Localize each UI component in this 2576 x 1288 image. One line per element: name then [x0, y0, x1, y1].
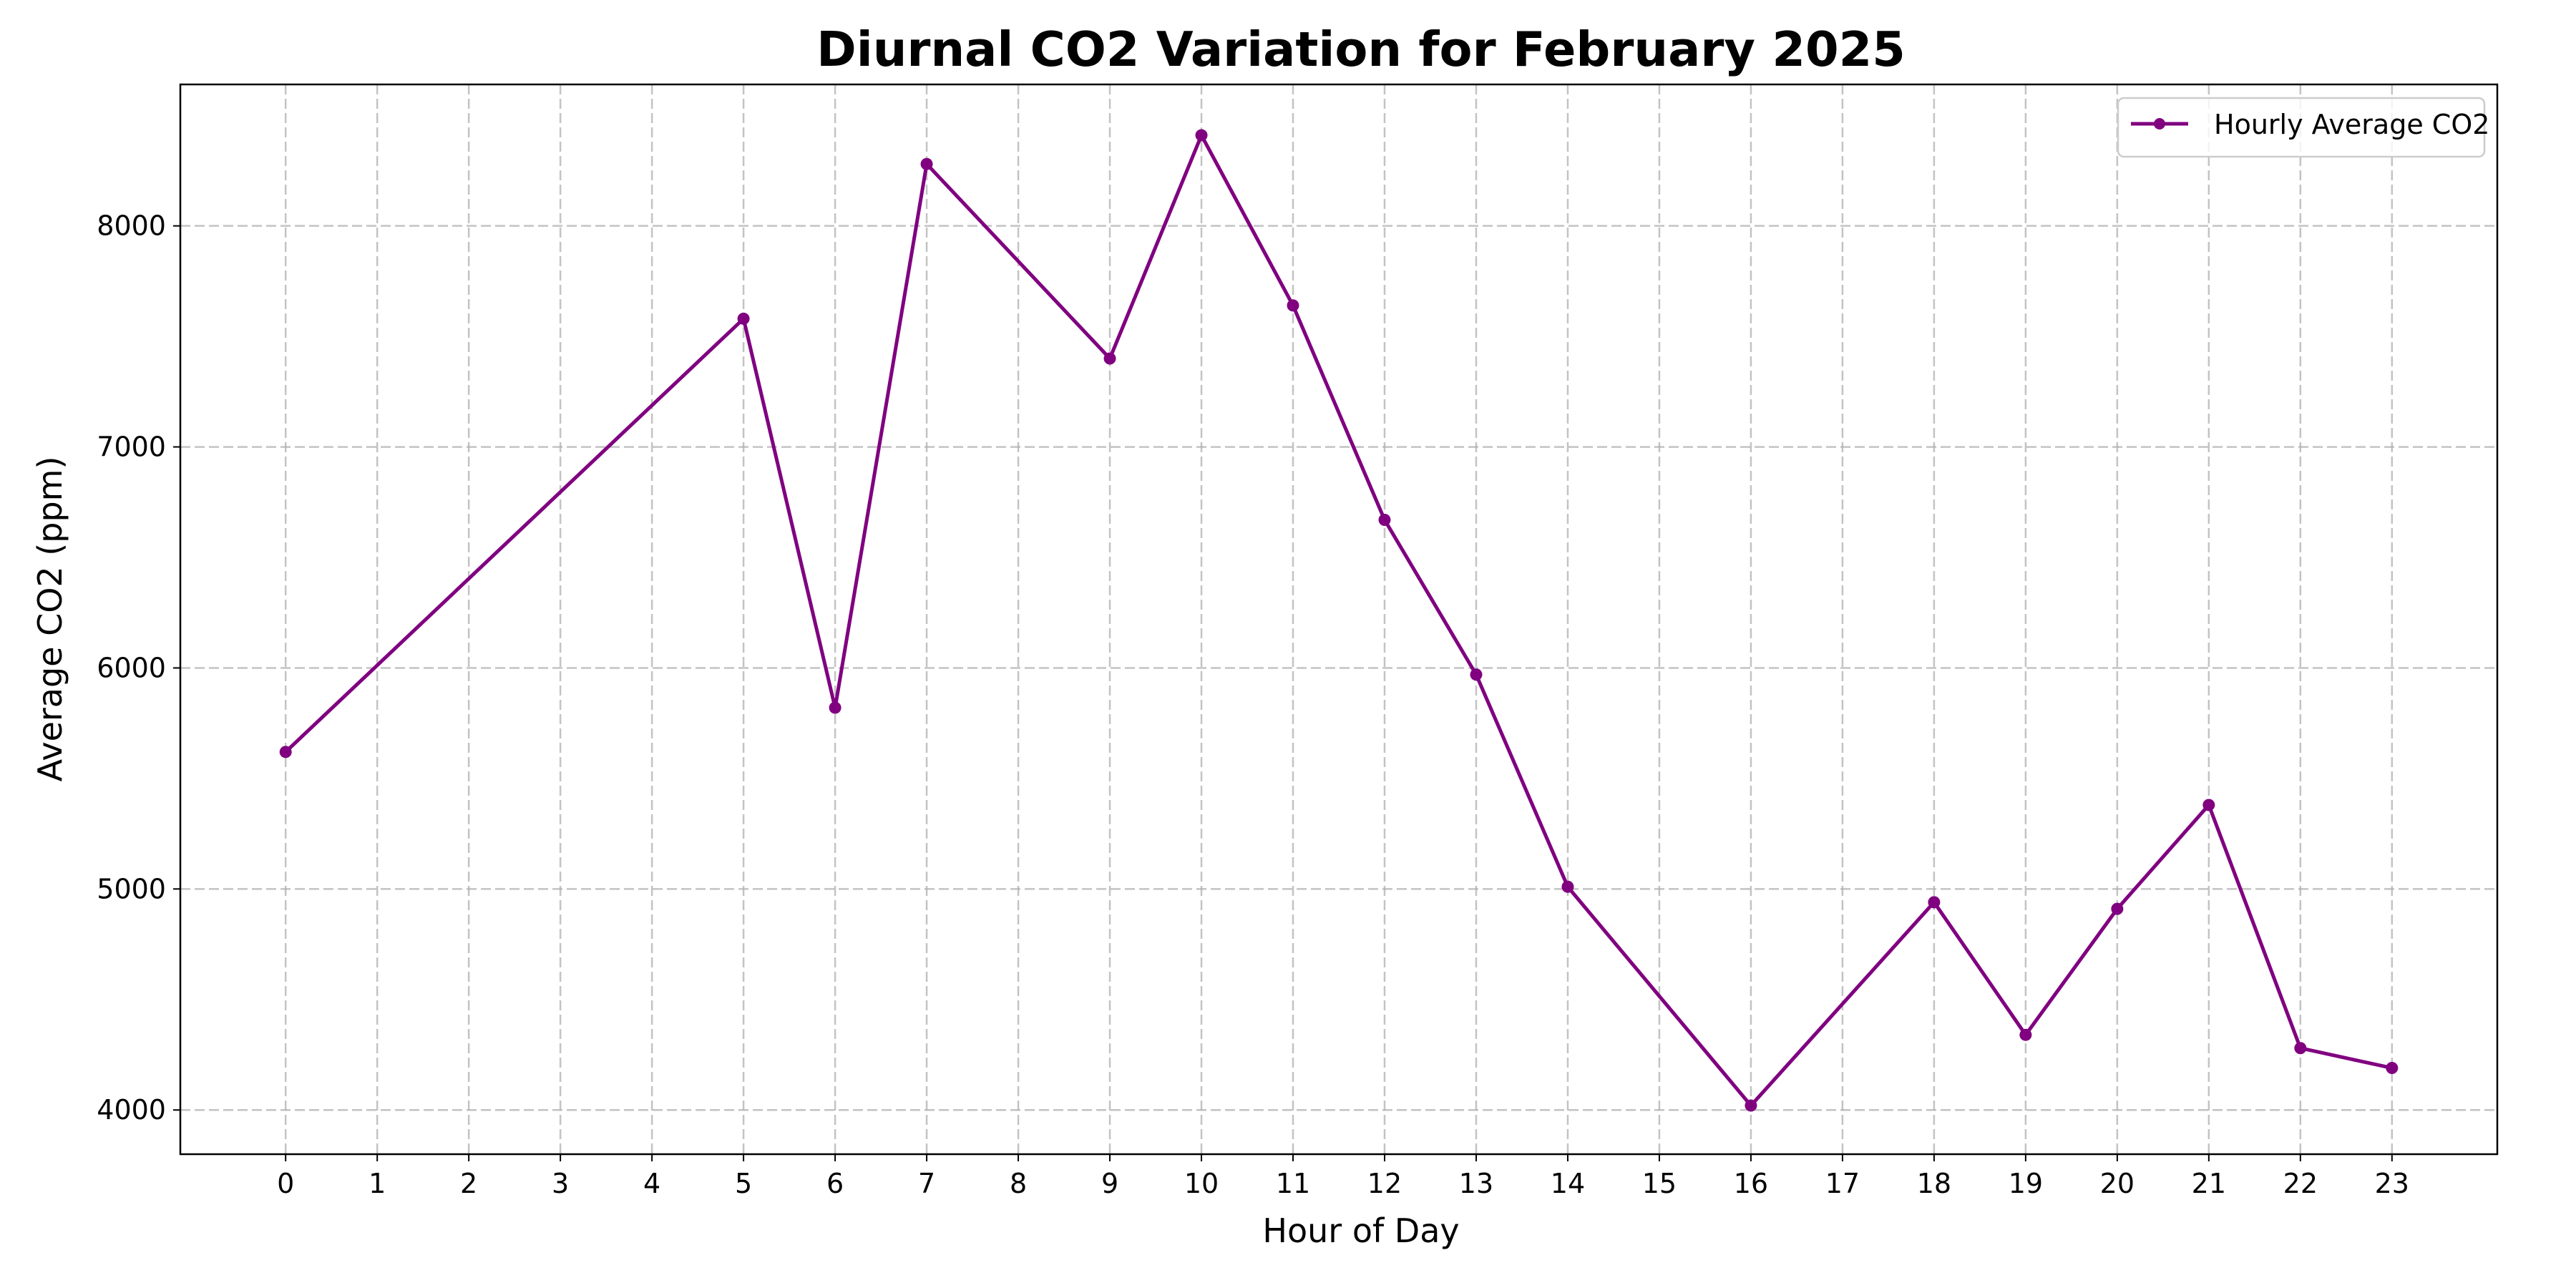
legend: Hourly Average CO2	[2117, 97, 2489, 158]
x-tick-label: 17	[1825, 1168, 1860, 1199]
x-tick-label: 20	[2100, 1168, 2135, 1199]
x-tick-label: 8	[1010, 1168, 1027, 1199]
legend-label: Hourly Average CO2	[2214, 109, 2489, 140]
grid	[180, 84, 2497, 1154]
data-point	[1195, 129, 1208, 142]
x-tick-label: 11	[1276, 1168, 1310, 1199]
x-tick-label: 6	[826, 1168, 844, 1199]
plot-frame	[179, 83, 2499, 1156]
y-axis-ticks: 4000 5000 6000 7000 8000	[97, 210, 180, 1126]
y-tick-label: 5000	[97, 873, 166, 904]
x-tick-label: 18	[1917, 1168, 1951, 1199]
legend-marker-swatch	[2154, 118, 2165, 130]
x-tick-label: 2	[460, 1168, 477, 1199]
x-tick-label: 7	[918, 1168, 935, 1199]
x-tick-label: 1	[369, 1168, 386, 1199]
x-tick-label: 12	[1367, 1168, 1402, 1199]
x-tick-label: 0	[277, 1168, 294, 1199]
x-tick-label: 3	[552, 1168, 569, 1199]
y-tick-label: 4000	[97, 1094, 166, 1126]
x-tick-label: 5	[735, 1168, 752, 1199]
series-line	[284, 133, 2393, 1108]
data-point	[1378, 514, 1391, 527]
data-point	[1928, 896, 1941, 909]
y-axis-label: Average CO2 (ppm)	[31, 457, 69, 782]
chart-title: Diurnal CO2 Variation for February 2025	[816, 21, 1906, 77]
data-point	[2202, 799, 2215, 811]
data-point	[2019, 1028, 2032, 1041]
y-tick-label: 7000	[97, 431, 166, 463]
data-point	[1103, 352, 1116, 365]
x-tick-label: 10	[1184, 1168, 1219, 1199]
data-point	[1287, 299, 1299, 312]
data-point	[279, 746, 292, 758]
x-tick-label: 22	[2283, 1168, 2318, 1199]
x-tick-label: 21	[2192, 1168, 2226, 1199]
y-tick-label: 8000	[97, 210, 166, 242]
data-point	[2111, 902, 2124, 915]
data-point	[1745, 1099, 1757, 1112]
x-axis-ticks: 0 1 2 3 4 5 6 7 8 9 10 11 12 13 14 15 16 17 18 19 20 21 22 23	[277, 1154, 2409, 1199]
x-tick-label: 23	[2375, 1168, 2409, 1199]
legend-box	[2117, 97, 2486, 158]
data-point	[2294, 1042, 2307, 1055]
x-tick-label: 16	[1734, 1168, 1768, 1199]
data-point	[829, 701, 841, 714]
data-point	[920, 157, 933, 170]
data-point	[1470, 668, 1483, 681]
x-axis-label: Hour of Day	[1262, 1211, 1459, 1250]
x-tick-label: 4	[643, 1168, 660, 1199]
data-point	[1561, 880, 1574, 893]
data-point	[737, 312, 750, 325]
x-tick-label: 9	[1101, 1168, 1118, 1199]
x-tick-label: 15	[1642, 1168, 1677, 1199]
y-tick-label: 6000	[97, 652, 166, 683]
x-tick-label: 14	[1551, 1168, 1585, 1199]
x-tick-label: 19	[2009, 1168, 2043, 1199]
series-layer	[279, 129, 2399, 1112]
data-point	[2386, 1062, 2399, 1075]
x-tick-label: 13	[1459, 1168, 1493, 1199]
